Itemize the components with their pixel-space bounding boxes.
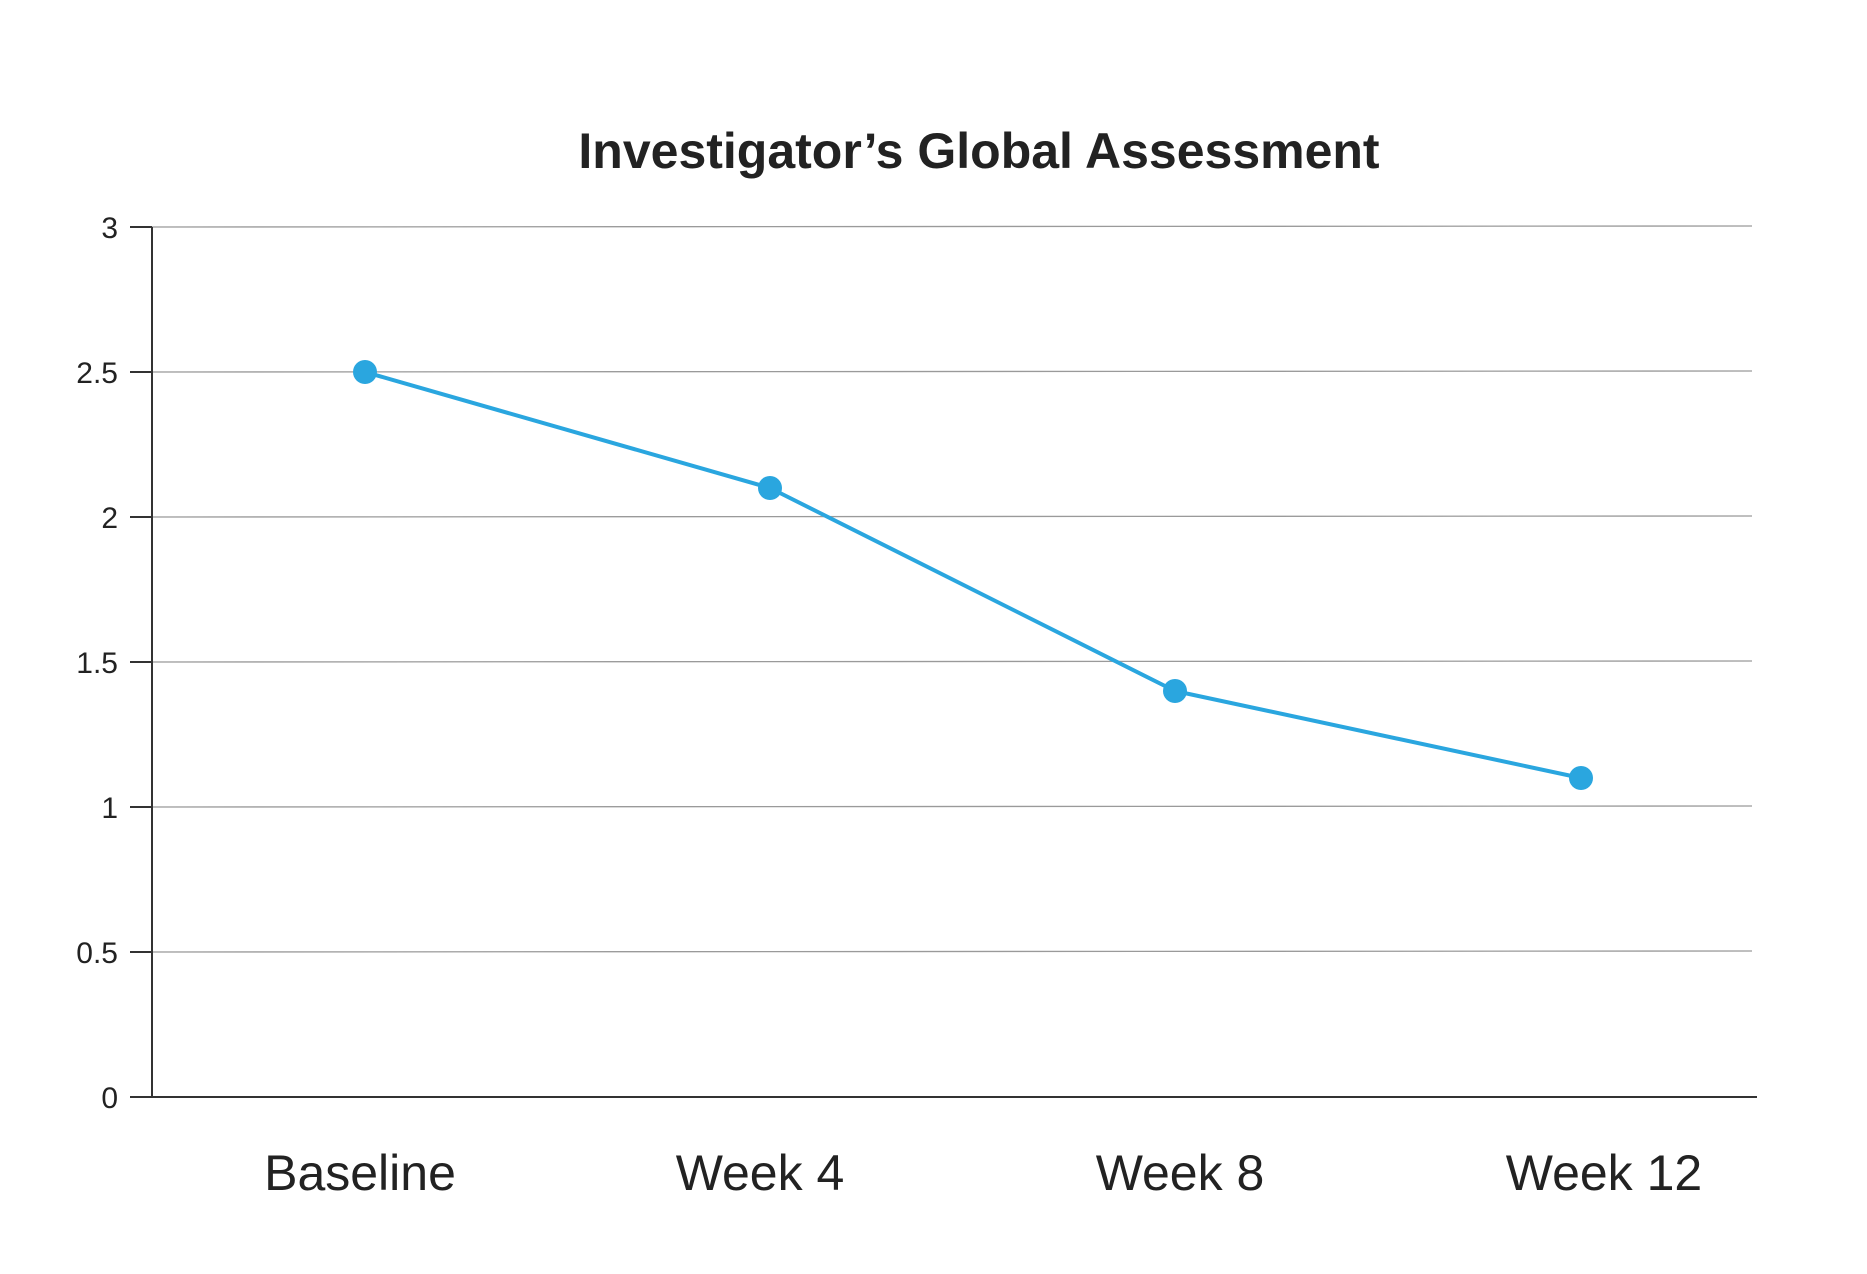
gridlines bbox=[151, 225, 1753, 953]
x-tick-label: Week 8 bbox=[1096, 1145, 1265, 1201]
y-tick-label: 1.5 bbox=[76, 647, 118, 680]
gridline bbox=[151, 950, 1753, 953]
gridline bbox=[151, 370, 1753, 373]
series-layer bbox=[353, 360, 1593, 790]
gridline bbox=[151, 660, 1753, 663]
gridline bbox=[151, 805, 1753, 808]
gridline bbox=[151, 515, 1753, 518]
y-tick-label: 2.5 bbox=[76, 357, 118, 390]
y-axis-ticks: 0 0.5 1 1.5 2 2.5 3 bbox=[76, 212, 152, 1115]
y-tick-label: 1 bbox=[101, 792, 118, 825]
series-line bbox=[364, 370, 1582, 780]
data-point bbox=[1569, 766, 1593, 790]
y-tick-label: 0.5 bbox=[76, 937, 118, 970]
x-tick-label: Week 4 bbox=[676, 1145, 845, 1201]
x-axis-ticks: Baseline Week 4 Week 8 Week 12 bbox=[264, 1145, 1702, 1201]
y-tick-label: 0 bbox=[101, 1082, 118, 1115]
data-point bbox=[353, 360, 377, 384]
x-tick-label: Baseline bbox=[264, 1145, 456, 1201]
chart-title: Investigator’s Global Assessment bbox=[578, 123, 1380, 179]
data-point bbox=[1163, 679, 1187, 703]
gridline bbox=[151, 225, 1753, 228]
y-tick-label: 3 bbox=[101, 212, 118, 245]
data-point bbox=[758, 476, 782, 500]
y-tick-label: 2 bbox=[101, 502, 118, 535]
x-tick-label: Week 12 bbox=[1506, 1145, 1702, 1201]
